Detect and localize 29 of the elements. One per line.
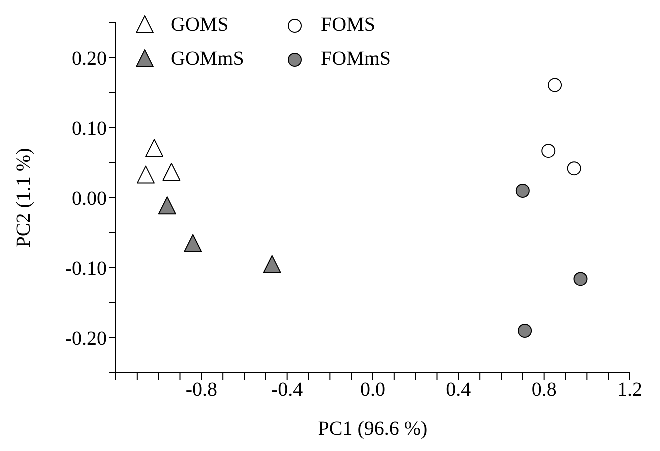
legend-label: GOMmS	[171, 48, 244, 70]
y-tick-label: -0.20	[65, 328, 107, 350]
x-tick-label: 0.8	[532, 379, 557, 402]
point	[136, 166, 155, 184]
point	[567, 162, 582, 176]
x-tick-label: -0.8	[186, 379, 218, 402]
point	[184, 234, 202, 252]
point	[548, 78, 562, 92]
legend-label: FOMmS	[321, 48, 392, 70]
legend-label: FOMS	[321, 14, 376, 36]
x-tick-label: 0.0	[360, 379, 386, 402]
x-tick-label: 0.4	[446, 379, 472, 402]
y-tick-label: 0.00	[72, 188, 107, 210]
point	[162, 163, 181, 181]
point	[516, 184, 530, 198]
point	[542, 144, 556, 158]
y-tick-label: 0.10	[72, 118, 107, 140]
point	[574, 272, 588, 286]
point	[146, 139, 164, 158]
point	[263, 255, 282, 274]
legend-label: GOMS	[171, 14, 229, 36]
x-tick-label: -0.4	[271, 379, 304, 402]
y-tick-label: 0.20	[72, 48, 107, 70]
x-axis-title: PC1 (96.6 %)	[318, 418, 428, 440]
point	[158, 196, 176, 215]
point	[518, 324, 532, 338]
x-tick-label: 1.2	[618, 379, 642, 402]
y-axis-title: PC2 (1.1 %)	[13, 148, 36, 248]
y-tick-label: -0.10	[65, 258, 107, 280]
